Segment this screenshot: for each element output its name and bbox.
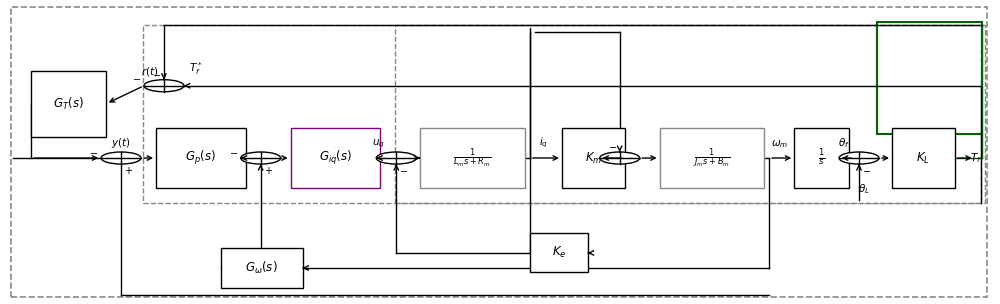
Text: $-$: $-$	[862, 165, 871, 175]
Circle shape	[101, 152, 141, 164]
Text: $K_m$: $K_m$	[585, 150, 602, 166]
Text: $T_f^*$: $T_f^*$	[189, 60, 203, 77]
Text: $-$: $-$	[399, 165, 408, 175]
Bar	[530, 233, 588, 272]
Text: $-$: $-$	[152, 69, 161, 79]
Circle shape	[376, 152, 416, 164]
Bar	[395, 26, 985, 203]
Text: $\theta_f$: $\theta_f$	[838, 137, 850, 150]
Text: $+$: $+$	[124, 165, 133, 176]
Circle shape	[241, 152, 281, 164]
Text: $\frac{1}{s}$: $\frac{1}{s}$	[818, 148, 825, 168]
Text: $-$: $-$	[89, 147, 98, 157]
Text: $K_e$: $K_e$	[552, 245, 566, 261]
Text: $G_T(s)$: $G_T(s)$	[53, 96, 84, 112]
Bar	[31, 71, 106, 137]
Text: $\frac{1}{J_ms+B_m}$: $\frac{1}{J_ms+B_m}$	[693, 146, 731, 170]
Circle shape	[839, 152, 879, 164]
Text: $u_q$: $u_q$	[372, 138, 385, 150]
Bar	[562, 128, 625, 188]
Circle shape	[600, 152, 640, 164]
Text: $K_L$: $K_L$	[916, 150, 930, 166]
Bar	[877, 22, 982, 134]
Bar	[221, 248, 303, 288]
Text: $-$: $-$	[608, 141, 617, 151]
Text: $r(t)$: $r(t)$	[141, 65, 159, 78]
Text: $\omega_m$: $\omega_m$	[771, 139, 788, 150]
Bar	[420, 128, 525, 188]
Bar	[892, 128, 955, 188]
Text: $i_q$: $i_q$	[539, 136, 548, 150]
Text: $\frac{1}{L_ms+R_m}$: $\frac{1}{L_ms+R_m}$	[453, 147, 492, 170]
Bar	[291, 128, 380, 188]
Text: $\theta_L$: $\theta_L$	[858, 182, 870, 196]
Text: $T_f$: $T_f$	[970, 151, 981, 165]
Text: $G_\omega(s)$: $G_\omega(s)$	[245, 260, 278, 276]
Text: $+$: $+$	[264, 165, 273, 176]
Bar	[156, 128, 246, 188]
Text: $y(t)$: $y(t)$	[111, 136, 131, 150]
Text: $-$: $-$	[229, 147, 238, 157]
Bar	[794, 128, 849, 188]
Text: $-$: $-$	[132, 73, 141, 83]
Circle shape	[144, 80, 184, 92]
Bar	[143, 26, 981, 203]
Text: $G_{iq}(s)$: $G_{iq}(s)$	[319, 149, 352, 167]
Bar	[660, 128, 764, 188]
Text: $G_p(s)$: $G_p(s)$	[185, 149, 216, 167]
